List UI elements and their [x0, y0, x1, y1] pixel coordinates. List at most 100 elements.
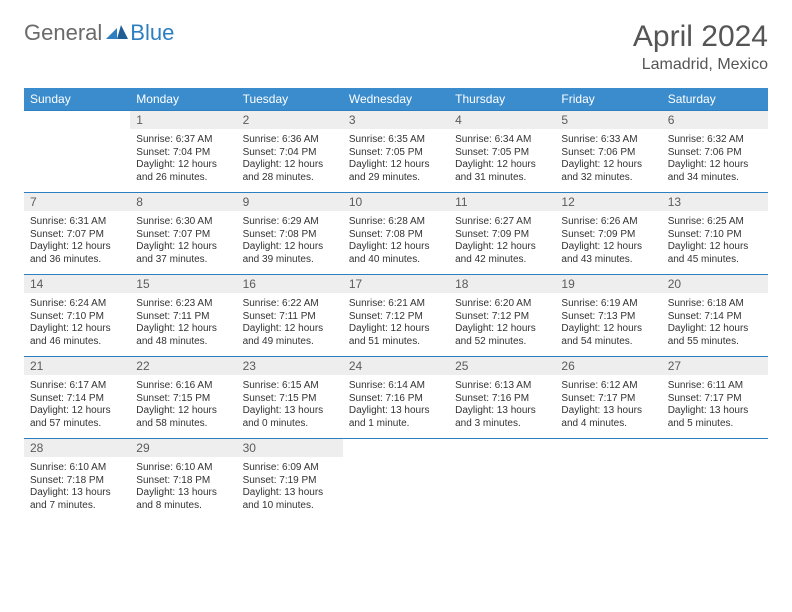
day-info: Sunrise: 6:17 AMSunset: 7:14 PMDaylight:…: [30, 380, 124, 430]
calendar-week-row: 14Sunrise: 6:24 AMSunset: 7:10 PMDayligh…: [24, 275, 768, 357]
day-info-line: and 5 minutes.: [668, 418, 762, 431]
day-info-line: Sunset: 7:14 PM: [668, 311, 762, 324]
day-info: Sunrise: 6:32 AMSunset: 7:06 PMDaylight:…: [668, 134, 762, 184]
day-info-line: Daylight: 13 hours: [455, 405, 549, 418]
day-number: 4: [449, 111, 555, 129]
day-info-line: and 52 minutes.: [455, 336, 549, 349]
day-info-line: Daylight: 12 hours: [455, 323, 549, 336]
calendar-cell: 20Sunrise: 6:18 AMSunset: 7:14 PMDayligh…: [662, 275, 768, 357]
calendar-cell: 29 Sunrise: 6:10 AMSunset: 7:18 PMDayligh…: [130, 439, 236, 521]
day-info-line: Sunset: 7:15 PM: [243, 393, 337, 406]
day-info-line: Daylight: 12 hours: [136, 241, 230, 254]
day-info-line: Sunrise: 6:24 AM: [30, 298, 124, 311]
day-number: 6: [662, 111, 768, 129]
calendar-cell: [662, 439, 768, 521]
day-info: Sunrise: 6:37 AMSunset: 7:04 PMDaylight:…: [136, 134, 230, 184]
calendar-cell: 22 Sunrise: 6:16 AMSunset: 7:15 PMDayligh…: [130, 357, 236, 439]
day-info-line: Sunrise: 6:30 AM: [136, 216, 230, 229]
day-info-line: Sunrise: 6:23 AM: [136, 298, 230, 311]
day-number: 9: [237, 193, 343, 211]
day-info-line: Sunrise: 6:28 AM: [349, 216, 443, 229]
day-info-line: Daylight: 12 hours: [455, 159, 549, 172]
day-info-line: and 28 minutes.: [243, 172, 337, 185]
calendar-cell: 6 Sunrise: 6:32 AMSunset: 7:06 PMDaylight…: [662, 111, 768, 193]
day-info-line: Sunset: 7:12 PM: [455, 311, 549, 324]
day-info-line: Daylight: 13 hours: [243, 405, 337, 418]
day-info-line: Daylight: 12 hours: [30, 405, 124, 418]
day-info-line: Sunset: 7:09 PM: [455, 229, 549, 242]
day-info-line: Sunset: 7:16 PM: [455, 393, 549, 406]
logo-text-blue: Blue: [130, 20, 174, 46]
day-info-line: Sunrise: 6:25 AM: [668, 216, 762, 229]
weekday-header: Friday: [555, 88, 661, 111]
title-location: Lamadrid, Mexico: [633, 56, 768, 74]
day-number: 14: [24, 275, 130, 293]
page-header: General Blue April 2024 Lamadrid, Mexico: [24, 20, 768, 74]
day-info-line: Sunrise: 6:36 AM: [243, 134, 337, 147]
calendar-cell: 25Sunrise: 6:13 AMSunset: 7:16 PMDayligh…: [449, 357, 555, 439]
day-info: Sunrise: 6:15 AMSunset: 7:15 PMDaylight:…: [243, 380, 337, 430]
day-info-line: Sunset: 7:19 PM: [243, 475, 337, 488]
day-info-line: Sunrise: 6:09 AM: [243, 462, 337, 475]
calendar-cell: 23Sunrise: 6:15 AMSunset: 7:15 PMDayligh…: [237, 357, 343, 439]
day-info-line: and 4 minutes.: [561, 418, 655, 431]
calendar-cell: 11Sunrise: 6:27 AMSunset: 7:09 PMDayligh…: [449, 193, 555, 275]
day-info-line: Daylight: 13 hours: [561, 405, 655, 418]
day-info-line: and 57 minutes.: [30, 418, 124, 431]
day-info: Sunrise: 6:35 AMSunset: 7:05 PMDaylight:…: [349, 134, 443, 184]
day-info-line: Sunset: 7:10 PM: [668, 229, 762, 242]
day-info-line: Daylight: 12 hours: [243, 159, 337, 172]
day-info: Sunrise: 6:16 AMSunset: 7:15 PMDaylight:…: [136, 380, 230, 430]
day-info-line: Sunset: 7:16 PM: [349, 393, 443, 406]
day-info: Sunrise: 6:33 AMSunset: 7:06 PMDaylight:…: [561, 134, 655, 184]
day-info-line: Sunrise: 6:10 AM: [136, 462, 230, 475]
day-info-line: Daylight: 12 hours: [136, 405, 230, 418]
day-info-line: Daylight: 12 hours: [561, 159, 655, 172]
day-info-line: and 54 minutes.: [561, 336, 655, 349]
calendar-week-row: 21Sunrise: 6:17 AMSunset: 7:14 PMDayligh…: [24, 357, 768, 439]
day-info-line: Sunrise: 6:37 AM: [136, 134, 230, 147]
calendar-cell: [24, 111, 130, 193]
day-info-line: Sunrise: 6:35 AM: [349, 134, 443, 147]
calendar-week-row: 28 Sunrise: 6:10 AMSunset: 7:18 PMDayligh…: [24, 439, 768, 521]
day-number: 16: [237, 275, 343, 293]
calendar-cell: 17Sunrise: 6:21 AMSunset: 7:12 PMDayligh…: [343, 275, 449, 357]
day-info-line: Daylight: 13 hours: [668, 405, 762, 418]
calendar-cell: 15Sunrise: 6:23 AMSunset: 7:11 PMDayligh…: [130, 275, 236, 357]
weekday-header: Wednesday: [343, 88, 449, 111]
logo-text-general: General: [24, 20, 102, 46]
day-number: 10: [343, 193, 449, 211]
day-info-line: Daylight: 12 hours: [349, 159, 443, 172]
day-info-line: and 3 minutes.: [455, 418, 549, 431]
day-info: Sunrise: 6:12 AMSunset: 7:17 PMDaylight:…: [561, 380, 655, 430]
day-info-line: and 8 minutes.: [136, 500, 230, 513]
day-info-line: and 34 minutes.: [668, 172, 762, 185]
day-info-line: and 31 minutes.: [455, 172, 549, 185]
day-info-line: Sunrise: 6:20 AM: [455, 298, 549, 311]
day-info-line: Daylight: 12 hours: [668, 241, 762, 254]
day-number: 2: [237, 111, 343, 129]
calendar-cell: 19Sunrise: 6:19 AMSunset: 7:13 PMDayligh…: [555, 275, 661, 357]
day-number: 29: [130, 439, 236, 457]
weekday-header: Saturday: [662, 88, 768, 111]
day-info-line: Daylight: 12 hours: [243, 241, 337, 254]
logo-mark-icon: [106, 23, 128, 44]
day-info-line: and 7 minutes.: [30, 500, 124, 513]
day-info-line: Daylight: 12 hours: [668, 323, 762, 336]
calendar-table: SundayMondayTuesdayWednesdayThursdayFrid…: [24, 88, 768, 521]
day-info-line: and 58 minutes.: [136, 418, 230, 431]
day-info-line: Daylight: 12 hours: [243, 323, 337, 336]
day-info-line: and 36 minutes.: [30, 254, 124, 267]
day-info: Sunrise: 6:10 AMSunset: 7:18 PMDaylight:…: [136, 462, 230, 512]
calendar-cell: 21Sunrise: 6:17 AMSunset: 7:14 PMDayligh…: [24, 357, 130, 439]
day-number: 28: [24, 439, 130, 457]
day-info: Sunrise: 6:10 AMSunset: 7:18 PMDaylight:…: [30, 462, 124, 512]
day-info: Sunrise: 6:19 AMSunset: 7:13 PMDaylight:…: [561, 298, 655, 348]
day-info: Sunrise: 6:22 AMSunset: 7:11 PMDaylight:…: [243, 298, 337, 348]
day-info: Sunrise: 6:31 AMSunset: 7:07 PMDaylight:…: [30, 216, 124, 266]
day-info-line: Sunrise: 6:16 AM: [136, 380, 230, 393]
day-info-line: Daylight: 12 hours: [136, 159, 230, 172]
day-info-line: Sunset: 7:18 PM: [30, 475, 124, 488]
day-number: 22: [130, 357, 236, 375]
day-info-line: and 43 minutes.: [561, 254, 655, 267]
